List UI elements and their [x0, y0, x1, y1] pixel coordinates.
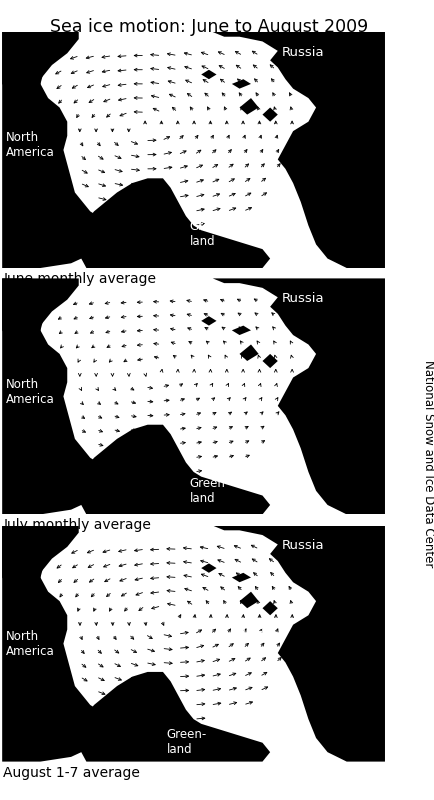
Text: Russia: Russia [281, 539, 323, 552]
Polygon shape [201, 316, 216, 326]
Text: Green-
land: Green- land [189, 220, 230, 248]
Polygon shape [231, 326, 250, 335]
Text: North
America: North America [6, 378, 55, 406]
Polygon shape [2, 526, 79, 606]
Polygon shape [231, 573, 250, 582]
Polygon shape [262, 601, 277, 615]
Text: Green-
land: Green- land [189, 477, 230, 505]
Polygon shape [212, 526, 384, 762]
Text: August 1-7 average: August 1-7 average [3, 766, 140, 781]
Polygon shape [239, 345, 258, 361]
Text: National Snow and Ice Data Center: National Snow and Ice Data Center [421, 360, 434, 568]
Text: Russia: Russia [281, 292, 323, 305]
Polygon shape [201, 563, 216, 573]
Polygon shape [56, 526, 316, 724]
Polygon shape [79, 178, 270, 268]
Polygon shape [212, 32, 384, 268]
Polygon shape [2, 526, 132, 762]
Polygon shape [239, 592, 258, 608]
Polygon shape [239, 98, 258, 114]
Text: Russia: Russia [281, 46, 323, 58]
Text: North
America: North America [6, 630, 55, 658]
Polygon shape [2, 32, 79, 112]
Text: North
America: North America [6, 131, 55, 159]
Text: July monthly average: July monthly average [3, 518, 151, 533]
Polygon shape [2, 278, 79, 358]
Polygon shape [79, 672, 270, 762]
Polygon shape [2, 32, 132, 268]
Text: June monthly average: June monthly average [3, 272, 156, 286]
Polygon shape [201, 70, 216, 79]
Polygon shape [212, 278, 384, 514]
Text: Sea ice motion: June to August 2009: Sea ice motion: June to August 2009 [49, 18, 367, 35]
Polygon shape [79, 425, 270, 514]
Polygon shape [262, 354, 277, 368]
Polygon shape [2, 278, 132, 514]
Polygon shape [262, 107, 277, 122]
Text: Green-
land: Green- land [166, 727, 207, 755]
Text: Eurasia: Eurasia [231, 622, 275, 634]
Polygon shape [56, 32, 316, 230]
Polygon shape [56, 278, 316, 477]
Polygon shape [231, 79, 250, 89]
